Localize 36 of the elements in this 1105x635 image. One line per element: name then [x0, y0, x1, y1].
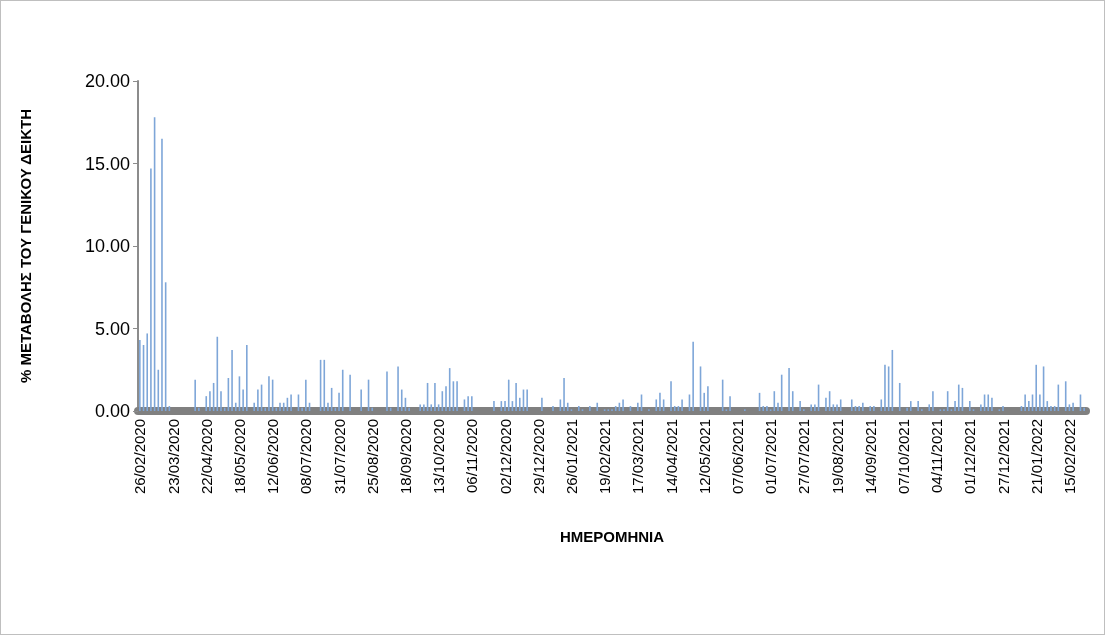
- x-tick-label: 25/08/2020: [363, 419, 381, 495]
- x-axis-title: ΗΜΕΡΟΜΗΝΙΑ: [559, 528, 665, 545]
- x-tick-label: 21/01/2022: [1027, 419, 1045, 495]
- x-tick-label: 13/10/2020: [430, 419, 448, 495]
- x-tick-label: 12/05/2021: [695, 419, 713, 495]
- x-tick-label: 01/07/2021: [762, 419, 780, 495]
- x-tick-label: 01/12/2021: [961, 419, 979, 495]
- x-tick-label: 19/08/2021: [828, 419, 846, 495]
- x-tick-label: 27/12/2021: [994, 419, 1012, 495]
- x-tick-label: 08/07/2020: [297, 419, 315, 495]
- x-tick-label: 04/11/2021: [928, 419, 946, 493]
- x-tick-label: 14/09/2021: [861, 419, 879, 495]
- y-axis-title: % ΜΕΤΑΒΟΛΗΣ ΤΟΥ ΓΕΝΙΚΟΥ ΔΕΙΚΤΗ: [17, 108, 34, 384]
- x-tick-label: 22/04/2020: [197, 419, 215, 495]
- y-tick-label: 0.00: [94, 401, 130, 421]
- x-tick-label: 23/03/2020: [164, 419, 182, 495]
- x-tick-label: 12/06/2020: [264, 419, 282, 495]
- x-tick-label: 31/07/2020: [330, 419, 348, 495]
- x-tick-label: 19/02/2021: [596, 419, 614, 495]
- y-tick-label: 15.00: [84, 153, 130, 174]
- x-tick-label: 27/07/2021: [795, 419, 813, 495]
- y-tick-label: 20.00: [84, 71, 130, 91]
- x-tick-label: 15/02/2022: [1060, 419, 1078, 495]
- x-tick-label: 14/04/2021: [662, 419, 680, 495]
- x-tick-label: 07/10/2021: [894, 419, 912, 495]
- y-tick-label: 5.00: [94, 318, 130, 339]
- x-tick-label: 18/05/2020: [230, 419, 248, 495]
- x-tick-label: 06/11/2020: [463, 419, 481, 493]
- y-tick-label: 10.00: [84, 236, 130, 256]
- x-tick-label: 26/01/2021: [562, 419, 580, 495]
- x-tick-label: 02/12/2020: [496, 419, 514, 495]
- x-tick-label: 17/03/2021: [629, 419, 647, 495]
- x-tick-label: 18/09/2020: [396, 419, 414, 495]
- x-tick-label: 07/06/2021: [728, 419, 746, 495]
- x-tick-label: 29/12/2020: [529, 419, 547, 495]
- x-tick-label: 26/02/2020: [131, 419, 149, 495]
